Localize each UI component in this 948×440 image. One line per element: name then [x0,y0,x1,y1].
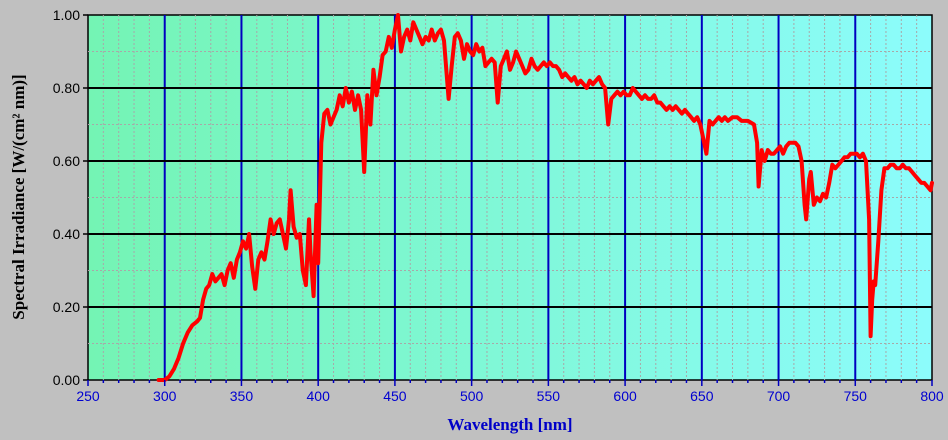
series-line-0 [156,13,934,382]
y-tick-label: 0.40 [53,226,80,242]
major-gridlines [88,15,932,380]
y-tick-label: 0.20 [53,299,80,315]
minor-gridlines [88,15,932,380]
y-tick-label: 1.00 [53,7,80,23]
series-layer [156,13,934,382]
x-tick-labels: 250 300 350 400 450 500 550 600 650 700 750 800 [76,380,944,404]
y-tick-label: 0.80 [53,80,80,96]
x-tick-label: 650 [690,388,714,404]
x-tick-label: 450 [383,388,407,404]
x-tick-label: 550 [537,388,561,404]
x-tick-label: 700 [767,388,791,404]
x-tick-label: 800 [920,388,944,404]
x-tick-label: 600 [613,388,637,404]
y-tick-labels: 0.00 0.20 0.40 0.60 0.80 1.00 [53,7,88,388]
x-axis-label: Wavelength [nm] [447,415,572,434]
x-tick-label: 250 [76,388,100,404]
y-tick-label: 0.60 [53,153,80,169]
x-tick-label: 350 [230,388,254,404]
x-tick-label: 750 [844,388,868,404]
x-tick-label: 500 [460,388,484,404]
y-tick-label: 0.00 [53,372,80,388]
x-tick-label: 300 [153,388,177,404]
x-tick-label: 400 [307,388,331,404]
y-axis-label: Spectral Irradiance [W/(cm² nm)] [9,74,28,319]
